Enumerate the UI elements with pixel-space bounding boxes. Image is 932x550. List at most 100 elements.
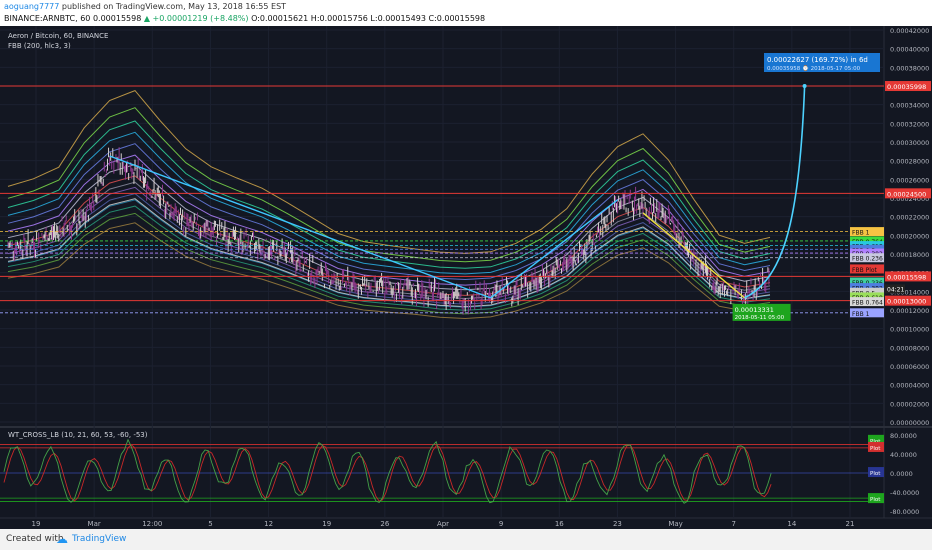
x-tick-label: 7 (731, 520, 735, 528)
x-tick-label: 19 (32, 520, 41, 528)
trend-line (642, 212, 746, 299)
low-marker-box (732, 303, 791, 321)
fbb-band-upper (7, 163, 771, 291)
symbol: BINANCE:ARNBTC, 60 (4, 14, 91, 23)
projection-box (764, 53, 880, 72)
level-tag-label: 0.00013000 (887, 298, 926, 306)
fbb-tag (850, 297, 884, 307)
y-tick-label: 0.00042000 (890, 27, 929, 35)
fbb-band-upper (7, 120, 771, 269)
x-tick-label: Mar (88, 520, 101, 528)
oscillator-tick-label: 40.0000 (890, 451, 917, 459)
oscillator-tag-label: Plot (870, 446, 881, 452)
fbb-band-upper (7, 107, 771, 263)
fbb-band-lower (7, 222, 771, 320)
oscillator-tick-label: -40.0000 (890, 489, 919, 497)
x-tick-label: 21 (846, 520, 855, 528)
countdown-label: 04:21 (887, 286, 904, 293)
x-tick-label: 5 (208, 520, 212, 528)
symbol-line: BINANCE:ARNBTC, 60 0.00015598 ▲ +0.00001… (4, 14, 485, 23)
x-tick-label: 12:00 (142, 520, 162, 528)
x-tick-label: May (668, 520, 682, 528)
oscillator-tag-label: Plot (870, 471, 881, 477)
x-tick-label: 19 (322, 520, 331, 528)
footer-brand[interactable]: TradingView (72, 534, 127, 544)
chart-area[interactable]: 0.000420000.000400000.000380000.00036000… (0, 26, 932, 529)
fbb-band-lower (7, 186, 771, 302)
trend-line (109, 155, 491, 299)
low-marker-date: 2018-05-11 05:00 (735, 315, 785, 321)
ohlc-values: O:0.00015621 H:0.00015756 L:0.00015493 C… (251, 14, 486, 23)
oscillator-tag (868, 441, 884, 452)
fbb-band-upper (7, 143, 771, 281)
y-tick-label: 0.00008000 (890, 344, 929, 352)
published-text: published on TradingView.com, May 13, 20… (61, 2, 287, 11)
wt2-line (3, 444, 772, 502)
price-change: ▲ +0.00001219 (+8.48%) (143, 14, 249, 23)
oscillator-tick-label: -80.0000 (890, 508, 919, 516)
publish-header: aoguang7777 published on TradingView.com… (0, 0, 932, 26)
level-tag-label: 0.00024500 (887, 190, 926, 198)
fbb-tag (850, 308, 884, 318)
level-tag (885, 295, 931, 306)
footer: Created with ☁ TradingView (0, 529, 932, 550)
y-tick-label: 0.00034000 (890, 102, 929, 110)
x-tick-label: 26 (380, 520, 389, 528)
fbb-tag-label: FBB 0.236 (852, 256, 883, 263)
fbb-tag (850, 248, 884, 258)
oscillator-legend: WT_CROSS_LB (10, 21, 60, 53, -60, -53) (8, 431, 148, 439)
oscillator-tag-label: Plot (870, 497, 881, 503)
projection-end-point (802, 84, 807, 89)
fbb-tag (850, 283, 884, 293)
fbb-tag (850, 277, 884, 287)
x-tick-label: Apr (437, 520, 449, 528)
oscillator-tag (868, 493, 884, 504)
chart-legend-title: Aeron / Bitcoin, 60, BINANCE (8, 32, 108, 40)
chart-legend-indicator: FBB (200, hlc3, 3) (8, 42, 71, 50)
x-tick-label: 12 (264, 520, 273, 528)
y-tick-label: 0.00024000 (890, 195, 929, 203)
level-tag (885, 81, 931, 92)
x-tick-label: 16 (555, 520, 564, 528)
fbb-band-upper (7, 198, 771, 308)
x-tick-label: 23 (613, 520, 622, 528)
fbb-band-upper (7, 90, 771, 254)
countdown-box (885, 284, 905, 294)
x-tick-label: 9 (499, 520, 503, 528)
y-tick-label: 0.00030000 (890, 139, 929, 147)
y-tick-label: 0.00032000 (890, 120, 929, 128)
fbb-tag (850, 236, 884, 246)
y-tick-label: 0.00006000 (890, 363, 929, 371)
oscillator-tick-label: 80.0000 (890, 432, 917, 440)
fbb-band-upper (7, 131, 771, 275)
fbb-tag-label: FBB 1 (852, 311, 870, 318)
fbb-tag-label: FBB 1 (852, 230, 870, 237)
chart-svg[interactable]: 0.000420000.000400000.000380000.00036000… (0, 26, 932, 529)
fbb-band-upper (7, 154, 771, 286)
y-tick-label: 0.00040000 (890, 46, 929, 54)
fbb-tag (850, 292, 884, 302)
level-tag (885, 188, 931, 199)
level-tag (885, 271, 931, 282)
fbb-tag (850, 264, 884, 274)
y-tick-label: 0.00004000 (890, 382, 929, 390)
level-tag-label: 0.00035998 (887, 83, 926, 91)
y-tick-label: 0.00028000 (890, 158, 929, 166)
y-tick-label: 0.00000000 (890, 419, 929, 427)
fbb-band-lower (7, 205, 771, 311)
fbb-tag (850, 253, 884, 263)
oscillator-tag (868, 434, 884, 445)
oscillator-tag-label: Plot (870, 439, 881, 445)
y-tick-label: 0.00014000 (890, 288, 929, 296)
y-tick-label: 0.00026000 (890, 176, 929, 184)
trend-line (490, 199, 619, 299)
publish-line: aoguang7777 published on TradingView.com… (4, 2, 286, 11)
y-tick-label: 0.00018000 (890, 251, 929, 259)
wt1-line (3, 438, 772, 504)
author-link[interactable]: aoguang7777 (4, 2, 60, 11)
level-tag-label: 0.00015598 (887, 273, 926, 281)
projection-sub-label: 0.00035958 ⌚ 2018-05-17 05:00 (767, 65, 861, 72)
oscillator-tag (868, 467, 884, 478)
tradingview-cloud-icon: ☁ (56, 532, 68, 546)
y-tick-label: 0.00010000 (890, 326, 929, 334)
